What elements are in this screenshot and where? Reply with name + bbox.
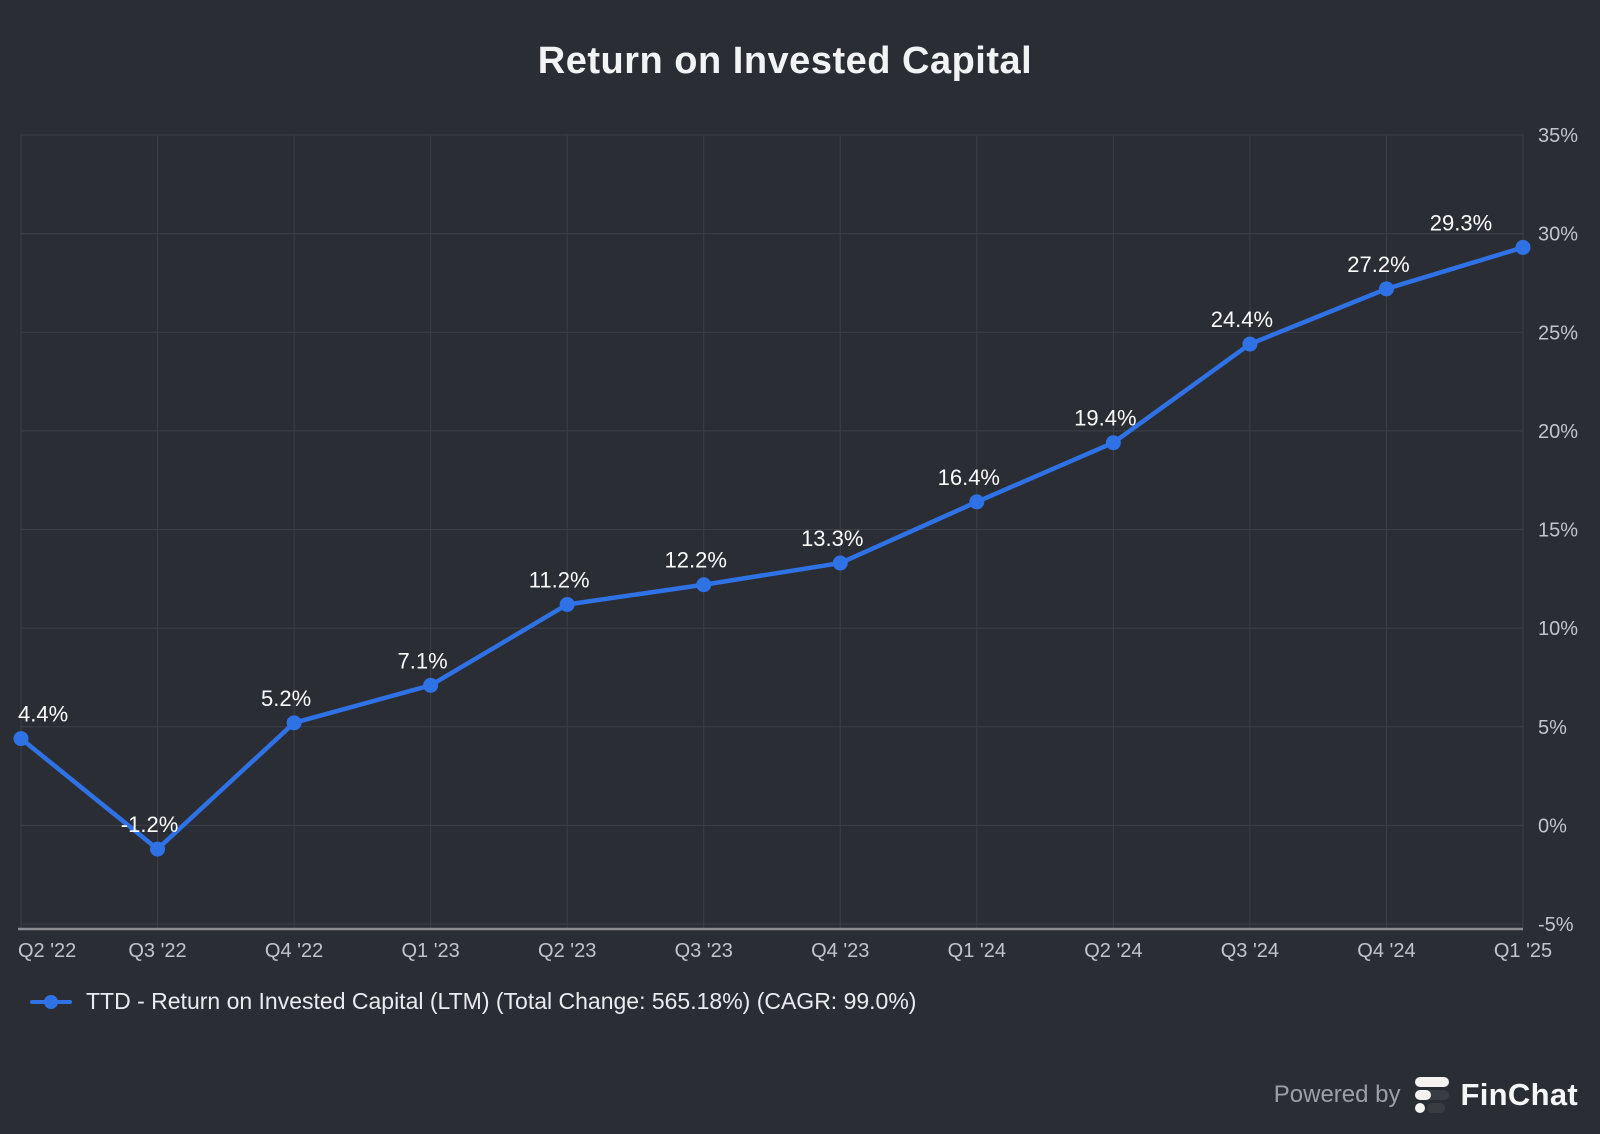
data-point-label: 27.2% bbox=[1347, 252, 1409, 277]
y-axis-tick-label: 10% bbox=[1538, 618, 1578, 640]
finchat-brand-name: FinChat bbox=[1460, 1076, 1578, 1112]
legend[interactable]: TTD - Return on Invested Capital (LTM) (… bbox=[30, 988, 916, 1015]
legend-series-marker-icon bbox=[30, 993, 72, 1011]
x-axis-tick-label: Q2 '24 bbox=[1084, 940, 1142, 962]
x-axis-tick-label: Q3 '22 bbox=[128, 940, 186, 962]
y-axis-tick-label: 35% bbox=[1538, 125, 1578, 147]
data-point-label: -1.2% bbox=[121, 812, 178, 837]
data-point-marker[interactable] bbox=[1105, 435, 1121, 451]
data-point-label: 11.2% bbox=[529, 567, 590, 592]
x-axis-tick-label: Q2 '22 bbox=[18, 940, 76, 962]
data-point-label: 24.4% bbox=[1211, 307, 1273, 332]
y-axis-tick-label: 15% bbox=[1538, 520, 1578, 542]
data-point-label: 19.4% bbox=[1074, 406, 1136, 431]
data-point-label: 16.4% bbox=[938, 465, 1000, 490]
powered-by-footer: Powered by FinChat bbox=[1274, 1076, 1578, 1113]
y-axis-tick-label: 20% bbox=[1538, 421, 1578, 443]
x-axis-tick-label: Q4 '22 bbox=[265, 940, 323, 962]
legend-series-label: TTD - Return on Invested Capital (LTM) (… bbox=[86, 988, 917, 1014]
x-axis-tick-label: Q1 '24 bbox=[948, 940, 1006, 962]
y-axis-tick-label: 0% bbox=[1538, 815, 1567, 837]
x-axis-tick-label: Q2 '23 bbox=[538, 940, 596, 962]
data-point-marker[interactable] bbox=[1378, 281, 1394, 297]
x-axis-tick-label: Q1 '25 bbox=[1494, 940, 1552, 962]
roic-series-line[interactable] bbox=[18, 245, 1526, 852]
x-axis-tick-label: Q3 '23 bbox=[675, 940, 733, 962]
data-point-label: 29.3% bbox=[1430, 210, 1492, 235]
data-point-marker[interactable] bbox=[423, 677, 439, 693]
y-axis-tick-label: 5% bbox=[1538, 717, 1567, 739]
x-axis-tick-label: Q3 '24 bbox=[1221, 940, 1279, 962]
data-point-marker[interactable] bbox=[1515, 239, 1531, 255]
data-point-marker[interactable] bbox=[13, 731, 29, 747]
x-axis-tick-label: Q1 '23 bbox=[401, 940, 459, 962]
data-point-label: 4.4% bbox=[18, 702, 68, 727]
finchat-logo-icon bbox=[1414, 1076, 1449, 1113]
powered-by-text: Powered by bbox=[1273, 1080, 1401, 1108]
y-axis-tick-label: 30% bbox=[1538, 224, 1578, 246]
data-point-marker[interactable] bbox=[696, 577, 712, 593]
data-point-marker[interactable] bbox=[1242, 336, 1258, 352]
data-point-label: 12.2% bbox=[665, 548, 727, 573]
data-point-marker[interactable] bbox=[969, 494, 985, 510]
x-axis-tick-label: Q4 '24 bbox=[1357, 940, 1415, 962]
chart-title: Return on Invested Capital bbox=[537, 40, 1033, 82]
data-point-marker[interactable] bbox=[559, 596, 575, 612]
data-point-marker[interactable] bbox=[286, 715, 302, 731]
data-point-label: 5.2% bbox=[261, 686, 311, 711]
data-point-label: 7.1% bbox=[398, 648, 448, 673]
data-point-marker[interactable] bbox=[832, 555, 848, 571]
data-point-marker[interactable] bbox=[150, 841, 166, 857]
x-axis-tick-label: Q4 '23 bbox=[811, 940, 869, 962]
y-axis-tick-label: 25% bbox=[1538, 322, 1578, 344]
y-axis-tick-label: -5% bbox=[1538, 914, 1574, 936]
data-point-label: 13.3% bbox=[801, 526, 863, 551]
